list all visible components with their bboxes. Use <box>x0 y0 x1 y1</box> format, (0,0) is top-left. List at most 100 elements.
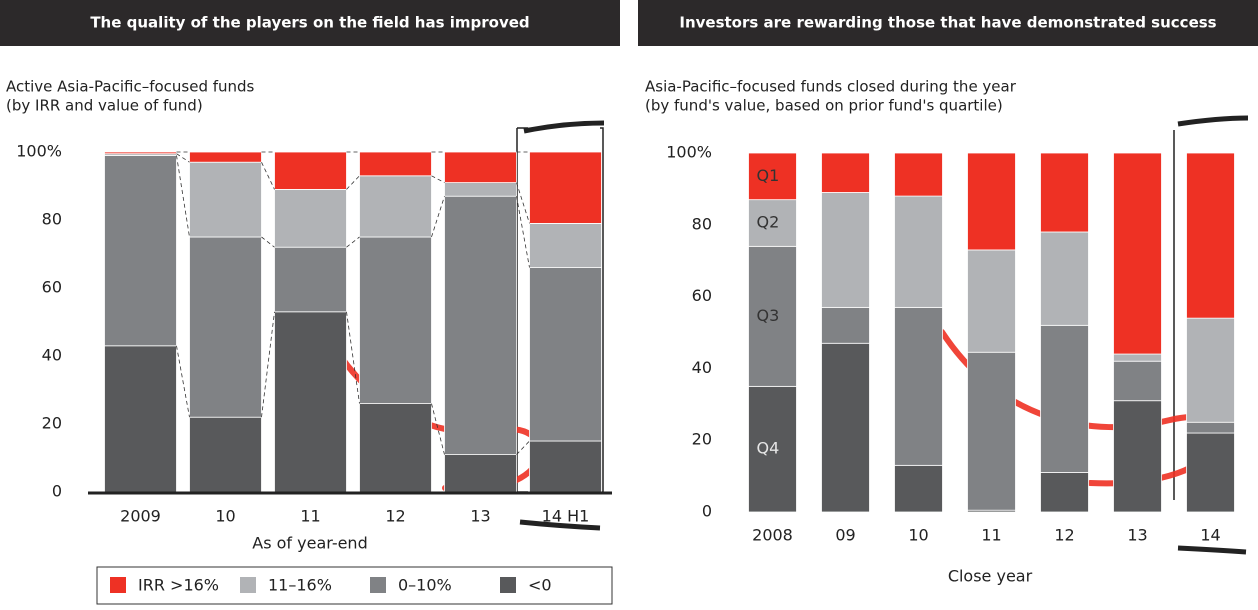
bar-segment <box>529 267 602 442</box>
bar-segment <box>359 236 432 405</box>
x-tick-label: 09 <box>835 526 855 545</box>
x-tick-label: 10 <box>908 526 928 545</box>
brush-mark <box>523 120 605 134</box>
connector <box>516 440 530 455</box>
connector <box>346 175 360 190</box>
series-label: Q4 <box>757 439 780 458</box>
series-label: Q3 <box>757 306 780 325</box>
bar-segment <box>189 161 262 238</box>
y-tick-label: 60 <box>42 278 62 297</box>
bar-segment <box>894 195 943 308</box>
bar-segment <box>748 152 797 201</box>
chart-title: The quality of the players on the field … <box>90 14 529 32</box>
connector <box>346 311 360 404</box>
bar-segment <box>894 464 943 513</box>
bar-segment <box>1040 472 1089 513</box>
connector <box>261 236 275 248</box>
x-tick-label: 11 <box>981 526 1001 545</box>
y-tick-label: 20 <box>692 430 712 449</box>
bar-segment <box>967 351 1016 511</box>
legend-box <box>96 566 613 605</box>
x-tick-label: 10 <box>215 507 235 526</box>
y-tick-label: 100% <box>666 143 712 162</box>
connector <box>261 162 275 190</box>
bar-segment <box>748 245 797 387</box>
chart-title: Investors are rewarding those that have … <box>679 14 1216 32</box>
connector <box>431 403 445 455</box>
y-tick-label: 60 <box>692 286 712 305</box>
bar-segment <box>359 175 432 238</box>
connector <box>516 182 530 224</box>
bar-segment <box>821 152 870 193</box>
connector <box>176 153 190 163</box>
bar-segment <box>529 151 602 224</box>
bar-segment <box>104 154 177 347</box>
bar-segment <box>444 151 517 184</box>
connector <box>431 175 445 183</box>
x-tick-label: 2009 <box>120 507 161 526</box>
legend-swatch <box>110 577 126 593</box>
bar-segment <box>748 199 797 247</box>
bar-segment <box>529 440 602 493</box>
header-bar <box>638 0 1258 46</box>
x-tick-label: 12 <box>1054 526 1074 545</box>
x-tick-label: 11 <box>300 507 320 526</box>
y-tick-label: 40 <box>42 346 62 365</box>
bar-segment <box>821 342 870 513</box>
subtitle: (by fund's value, based on prior fund's … <box>645 97 1003 115</box>
header-bar <box>0 0 620 46</box>
y-tick-label: 80 <box>692 214 712 233</box>
connector <box>346 236 360 248</box>
bar-segment <box>359 403 432 493</box>
x-tick-label: 14 H1 <box>542 507 590 526</box>
bar-segment <box>274 151 347 190</box>
highlight-bracket <box>516 127 604 493</box>
y-tick-label: 40 <box>692 358 712 377</box>
y-tick-label: 0 <box>52 482 62 501</box>
bar-segment <box>274 188 347 248</box>
bar-segment <box>1186 152 1235 319</box>
connector <box>176 155 190 238</box>
brush-mark <box>519 519 601 531</box>
legend-label: <0 <box>528 576 552 595</box>
connector <box>261 311 275 418</box>
connector <box>431 196 445 238</box>
bar-segment <box>189 151 262 163</box>
bar-segment <box>821 306 870 344</box>
y-tick-label: 0 <box>702 502 712 521</box>
bar-segment <box>274 246 347 313</box>
legend-swatch <box>500 577 516 593</box>
bar-segment <box>359 151 432 177</box>
y-tick-label: 20 <box>42 414 62 433</box>
bar-segment <box>967 249 1016 353</box>
bar-segment <box>894 306 943 466</box>
series-label: Q2 <box>757 213 780 232</box>
series-label: Q1 <box>757 166 780 185</box>
y-tick-label: 80 <box>42 210 62 229</box>
bar-segment <box>821 192 870 308</box>
legend-label: 11–16% <box>268 576 332 595</box>
bar-segment <box>104 151 177 155</box>
bar-segment <box>1040 152 1089 233</box>
legend-label: IRR >16% <box>138 576 219 595</box>
bar-segment <box>1186 421 1235 434</box>
x-tick-label: 13 <box>1127 526 1147 545</box>
legend-label: 0–10% <box>398 576 452 595</box>
x-tick-label: 12 <box>385 507 405 526</box>
x-axis-title: As of year-end <box>252 534 367 553</box>
x-tick-label: 14 <box>1200 526 1220 545</box>
bar-segment <box>1186 317 1235 423</box>
bar-segment <box>748 385 797 513</box>
connector <box>176 345 190 418</box>
brush-mark <box>1177 115 1249 555</box>
bar-segment <box>189 236 262 418</box>
bar-segment <box>1040 231 1089 326</box>
bar-segment <box>444 182 517 197</box>
bar-segment <box>189 416 262 493</box>
bar-segment <box>444 195 517 455</box>
x-axis-title: Close year <box>948 567 1033 586</box>
bar-segment <box>1040 324 1089 473</box>
connector <box>516 196 530 268</box>
bar-segment <box>1113 360 1162 402</box>
